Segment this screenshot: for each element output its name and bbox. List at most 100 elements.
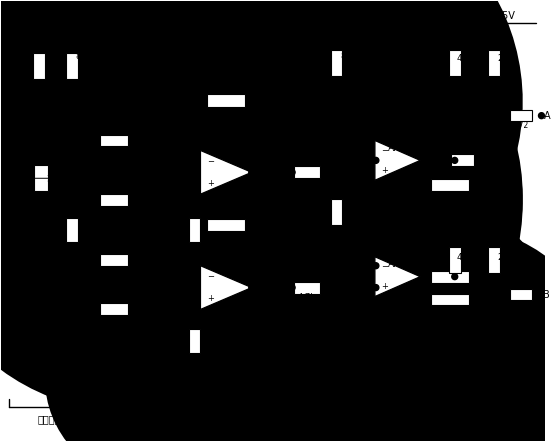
Text: AN1: AN1 xyxy=(217,200,235,209)
Text: AN2.LM393: AN2.LM393 xyxy=(9,362,57,372)
Circle shape xyxy=(368,20,374,26)
Text: 4.7k: 4.7k xyxy=(440,260,459,269)
Bar xyxy=(100,134,128,146)
Circle shape xyxy=(192,306,198,312)
Text: AN2: AN2 xyxy=(384,134,401,144)
Bar xyxy=(489,247,500,273)
Text: 820: 820 xyxy=(76,52,93,61)
Text: 220: 220 xyxy=(497,53,514,62)
Text: 3.3k: 3.3k xyxy=(105,186,123,194)
Bar xyxy=(449,50,461,76)
Circle shape xyxy=(461,20,468,26)
Text: 2SC372: 2SC372 xyxy=(499,300,528,309)
Circle shape xyxy=(481,182,487,188)
Text: 4.7k: 4.7k xyxy=(457,53,476,62)
Bar xyxy=(431,293,469,305)
Bar xyxy=(100,194,128,206)
Text: 50: 50 xyxy=(22,188,33,197)
Text: 50: 50 xyxy=(78,224,90,232)
Text: b: b xyxy=(141,255,147,264)
Text: 51 输出: 51 输出 xyxy=(490,278,512,287)
Circle shape xyxy=(373,285,379,290)
Text: B: B xyxy=(543,290,550,300)
Bar xyxy=(66,53,78,79)
Text: +5V: +5V xyxy=(493,223,514,233)
Text: 4.7k: 4.7k xyxy=(457,253,476,262)
Text: AN1: AN1 xyxy=(217,316,235,324)
Circle shape xyxy=(192,197,198,203)
Text: 3.3k: 3.3k xyxy=(105,295,123,304)
Text: 3.3k: 3.3k xyxy=(105,245,123,254)
Bar xyxy=(331,199,342,225)
Text: 82k: 82k xyxy=(340,52,357,61)
Circle shape xyxy=(192,137,198,144)
Text: 220: 220 xyxy=(497,253,514,262)
Text: 4.7k: 4.7k xyxy=(454,168,472,177)
Text: +: + xyxy=(208,179,214,188)
Circle shape xyxy=(539,113,544,118)
Text: b: b xyxy=(141,277,147,286)
Text: 2SC372: 2SC372 xyxy=(499,121,528,130)
Polygon shape xyxy=(163,152,183,172)
Circle shape xyxy=(539,292,544,297)
Bar xyxy=(100,254,128,266)
Circle shape xyxy=(70,306,75,312)
Text: +: + xyxy=(208,294,214,303)
Bar xyxy=(431,271,469,282)
Circle shape xyxy=(70,257,75,263)
Text: 82k: 82k xyxy=(166,335,182,344)
Text: −: − xyxy=(208,157,214,166)
Text: a: a xyxy=(142,158,147,167)
Circle shape xyxy=(373,217,379,223)
Text: AN1.CA3240E: AN1.CA3240E xyxy=(9,350,67,358)
Text: +: + xyxy=(381,282,388,291)
Text: +: + xyxy=(381,166,388,175)
Circle shape xyxy=(70,137,75,144)
Circle shape xyxy=(249,285,254,290)
Bar xyxy=(33,53,45,79)
Text: 0V: 0V xyxy=(82,311,94,320)
Circle shape xyxy=(70,197,75,203)
Circle shape xyxy=(452,128,458,133)
Bar xyxy=(208,94,245,107)
Bar xyxy=(451,154,475,166)
Text: 4.7k: 4.7k xyxy=(298,293,316,302)
Circle shape xyxy=(417,182,423,188)
Bar xyxy=(510,289,532,300)
Circle shape xyxy=(192,257,198,263)
Bar xyxy=(66,218,78,242)
Bar xyxy=(431,179,469,191)
Text: AN2: AN2 xyxy=(388,260,407,269)
Circle shape xyxy=(192,278,198,285)
Text: +5V: +5V xyxy=(493,11,514,21)
Bar xyxy=(34,165,47,191)
Text: 10k: 10k xyxy=(341,206,356,214)
Polygon shape xyxy=(28,117,50,138)
Circle shape xyxy=(333,20,339,26)
Circle shape xyxy=(452,157,458,164)
Circle shape xyxy=(70,306,75,312)
Text: 220k: 220k xyxy=(439,307,460,316)
Bar xyxy=(294,282,320,293)
Text: 56: 56 xyxy=(23,58,35,68)
Circle shape xyxy=(452,217,458,223)
Polygon shape xyxy=(163,250,183,270)
Text: −: − xyxy=(381,146,388,155)
Text: LED: LED xyxy=(17,104,33,113)
Text: AN2: AN2 xyxy=(388,144,407,153)
Text: 3.3k: 3.3k xyxy=(105,126,123,135)
Text: A: A xyxy=(543,110,550,121)
Text: a: a xyxy=(142,136,147,145)
Text: 82k: 82k xyxy=(166,224,182,232)
Circle shape xyxy=(70,197,75,203)
Text: 脉冲变换电路: 脉冲变换电路 xyxy=(309,414,344,424)
Text: 4.7k: 4.7k xyxy=(298,178,316,187)
Bar xyxy=(331,50,342,76)
Text: 输出电路: 输出电路 xyxy=(443,414,466,424)
Circle shape xyxy=(481,297,487,302)
Bar xyxy=(294,166,320,178)
Circle shape xyxy=(333,169,339,175)
Text: 82k: 82k xyxy=(218,86,235,95)
Polygon shape xyxy=(163,272,183,292)
Text: 82k: 82k xyxy=(218,210,235,220)
